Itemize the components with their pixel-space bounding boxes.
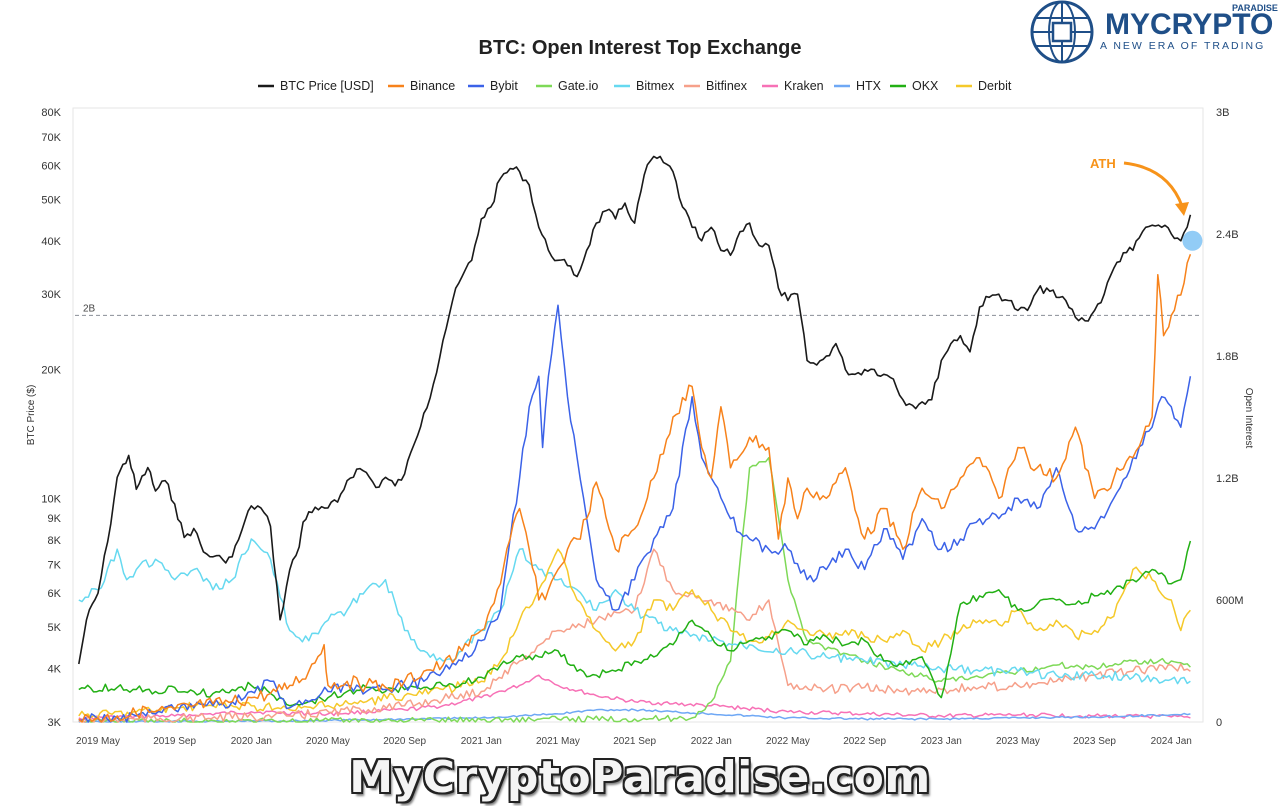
x-tick-label: 2023 Jan (921, 736, 962, 747)
y-axis-label-left: BTC Price ($) (26, 385, 37, 446)
legend-label: BTC Price [USD] (280, 79, 374, 93)
legend-label: OKX (912, 79, 939, 93)
price-series (78, 155, 1192, 665)
x-tick-label: 2019 May (76, 736, 120, 747)
legend-item-kraken[interactable]: Kraken (762, 79, 824, 93)
chart-title: BTC: Open Interest Top Exchange (479, 37, 802, 59)
legend-item-htx[interactable]: HTX (834, 79, 882, 93)
logo-superscript: PARADISE (1232, 3, 1278, 13)
logo-name: MYCRYPTO (1105, 8, 1274, 41)
x-axis: 2019 May 2019 Sep 2020 Jan 2020 May 2020 Sep… (76, 736, 1192, 747)
left-tick-label: 10K (41, 493, 61, 505)
series-line-bybit (78, 304, 1192, 723)
left-tick-label: 70K (41, 132, 61, 144)
ath-arrow (1123, 161, 1184, 207)
open-interest-series (78, 254, 1192, 723)
left-tick-label: 3K (48, 717, 62, 729)
left-tick-label: 40K (41, 236, 61, 248)
right-tick-label: 1.2B (1216, 473, 1239, 485)
x-tick-label: 2021 May (536, 736, 580, 747)
globe-icon (1030, 0, 1094, 64)
series-line-btc-price (78, 155, 1192, 665)
series-line-kraken (78, 674, 1191, 721)
x-tick-label: 2022 May (766, 736, 810, 747)
left-tick-label: 4K (48, 664, 62, 676)
left-tick-label: 8K (48, 535, 62, 547)
x-tick-label: 2020 Sep (383, 736, 426, 747)
right-tick-label: 2.4B (1216, 229, 1239, 241)
reference-line: 2B (75, 303, 1200, 316)
ath-annotation: ATH (1090, 156, 1203, 251)
left-tick-label: 9K (48, 513, 62, 525)
left-tick-label: 7K (48, 560, 62, 572)
legend-item-bitfinex[interactable]: Bitfinex (684, 79, 748, 93)
y-axis-label-right: Open Interest (1243, 388, 1254, 449)
right-tick-label: 0 (1216, 717, 1222, 729)
left-tick-label: 30K (41, 289, 61, 301)
legend-label: Bitfinex (706, 79, 748, 93)
legend-label: HTX (856, 79, 882, 93)
series-line-derbit (78, 548, 1191, 720)
logo-tagline: A NEW ERA OF TRADING (1100, 40, 1266, 52)
watermark-text: MyCryptoParadise.com (349, 752, 931, 803)
x-tick-label: 2021 Sep (613, 736, 656, 747)
ath-marker (1182, 230, 1203, 251)
reference-label: 2B (83, 303, 96, 314)
left-tick-label: 5K (48, 622, 62, 634)
legend-label: Kraken (784, 79, 824, 93)
x-tick-label: 2019 Sep (153, 736, 196, 747)
left-tick-label: 20K (41, 365, 61, 377)
ath-arrowhead (1175, 202, 1189, 216)
legend-item-btc-price-usd-[interactable]: BTC Price [USD] (258, 79, 374, 93)
x-tick-label: 2024 Jan (1151, 736, 1192, 747)
series-line-gate-io (78, 456, 1191, 723)
x-tick-label: 2020 May (306, 736, 350, 747)
left-tick-label: 6K (48, 588, 62, 600)
right-axis: 0 600M 1.2B 1.8B 2.4B 3B (1216, 107, 1244, 729)
legend-label: Gate.io (558, 79, 598, 93)
right-tick-label: 1.8B (1216, 351, 1239, 363)
x-tick-label: 2023 Sep (1073, 736, 1116, 747)
left-tick-label: 50K (41, 194, 61, 206)
left-tick-label: 80K (41, 107, 61, 119)
x-tick-label: 2023 May (996, 736, 1040, 747)
right-tick-label: 600M (1216, 595, 1244, 607)
legend-label: Bitmex (636, 79, 675, 93)
right-tick-label: 3B (1216, 107, 1229, 119)
legend-item-gate-io[interactable]: Gate.io (536, 79, 598, 93)
x-tick-label: 2020 Jan (231, 736, 272, 747)
x-tick-label: 2022 Jan (691, 736, 732, 747)
series-line-bitmex (78, 538, 1191, 685)
legend-item-bybit[interactable]: Bybit (468, 79, 518, 93)
x-tick-label: 2021 Jan (461, 736, 502, 747)
legend-item-bitmex[interactable]: Bitmex (614, 79, 675, 93)
legend-label: Derbit (978, 79, 1012, 93)
left-tick-label: 60K (41, 160, 61, 172)
legend-label: Bybit (490, 79, 518, 93)
legend-label: Binance (410, 79, 455, 93)
series-line-binance (78, 254, 1192, 723)
legend: BTC Price [USD] Binance Bybit Gate.io Bitmex… (258, 79, 1012, 93)
left-axis: 3K 4K 5K 6K 7K 8K 9K 10K 20K 30K 40K 50K 60K 70K 80K (41, 107, 61, 729)
legend-item-derbit[interactable]: Derbit (956, 79, 1012, 93)
legend-item-binance[interactable]: Binance (388, 79, 455, 93)
legend-item-okx[interactable]: OKX (890, 79, 939, 93)
x-tick-label: 2022 Sep (843, 736, 886, 747)
ath-label: ATH (1090, 156, 1116, 171)
